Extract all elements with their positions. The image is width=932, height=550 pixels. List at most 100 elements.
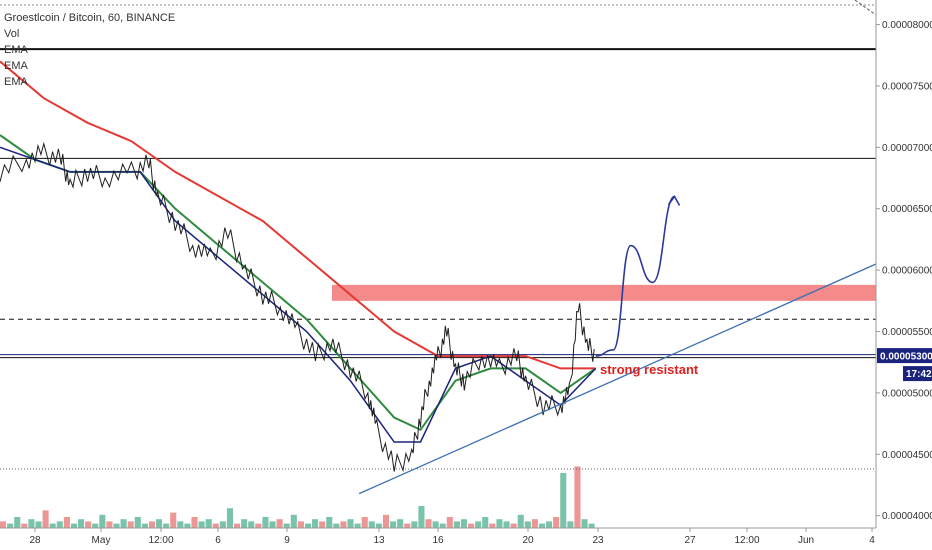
volume-bar xyxy=(170,512,177,528)
volume-bar xyxy=(99,514,106,528)
volume-bar xyxy=(489,523,496,528)
volume-bar xyxy=(432,521,439,528)
volume-bar xyxy=(382,514,390,528)
volume-bar xyxy=(553,517,560,528)
time-axis[interactable]: 28 May 12:00 6 9 13 16 20 23 27 12:00 Jun 4 xyxy=(0,527,876,546)
grid xyxy=(0,0,877,16)
volume-bar xyxy=(148,521,156,528)
volume-bar xyxy=(42,510,49,528)
horizontal-levels xyxy=(0,48,876,470)
volume-bar xyxy=(276,519,283,528)
volume-bar xyxy=(234,523,241,528)
current-price-tag xyxy=(877,348,932,364)
symbol-title[interactable]: Groestlcoin / Bitcoin, 60, BINANCE xyxy=(4,12,176,24)
legend-ema-3[interactable]: EMA xyxy=(4,76,28,88)
y-tick-label: 0.00007500 xyxy=(882,81,932,92)
volume-bar xyxy=(560,473,567,528)
volume-bar xyxy=(212,523,219,528)
volume-bar xyxy=(531,519,538,528)
x-tick-label: 12:00 xyxy=(734,535,759,546)
volume-bar xyxy=(304,523,312,528)
volume-bar xyxy=(538,523,546,528)
volume-bar xyxy=(446,517,453,528)
y-tick-label: 0.00005000 xyxy=(882,388,932,399)
volume-bar xyxy=(241,519,248,528)
volume-bar xyxy=(468,523,475,528)
volume-bar xyxy=(347,519,354,528)
volume-bars xyxy=(0,466,595,528)
volume-bar xyxy=(496,519,503,528)
y-tick-label: 0.00007000 xyxy=(882,143,932,154)
corner-drawing xyxy=(854,0,877,16)
price-axis[interactable]: 0.00008000 0.00007500 0.00007000 0.00006500… xyxy=(875,0,932,528)
volume-bar xyxy=(333,523,340,528)
volume-bar xyxy=(226,508,234,528)
volume-bar xyxy=(574,466,581,528)
volume-bar xyxy=(546,521,553,528)
volume-bar xyxy=(397,519,404,528)
chart-legend: Groestlcoin / Bitcoin, 60, BINANCE Vol E… xyxy=(4,10,175,90)
volume-bar xyxy=(163,523,170,528)
x-tick-label: 23 xyxy=(592,535,604,546)
volume-bar xyxy=(184,523,191,528)
volume-bar xyxy=(28,519,35,528)
volume-bar xyxy=(134,517,141,528)
x-tick-label: 6 xyxy=(215,535,221,546)
x-tick-label: 27 xyxy=(684,535,696,546)
volume-bar xyxy=(524,521,531,528)
y-tick-label: 0.00004500 xyxy=(882,450,932,461)
volume-bar xyxy=(177,521,184,528)
drawings xyxy=(358,194,877,495)
volume-bar xyxy=(248,521,255,528)
ema-navy-line xyxy=(0,146,597,443)
resistance-zone-box xyxy=(332,284,876,301)
x-tick-label: 28 xyxy=(29,535,41,546)
price-line xyxy=(0,141,595,473)
volume-bar xyxy=(63,517,70,528)
volume-bar xyxy=(340,521,347,528)
volume-bar xyxy=(297,521,304,528)
volume-bar xyxy=(283,523,290,528)
volume-bar xyxy=(141,523,148,528)
volume-bar xyxy=(92,523,99,528)
volume-bar xyxy=(7,523,14,528)
x-tick-label: 13 xyxy=(373,535,385,546)
volume-bar xyxy=(156,519,163,528)
x-tick-label: 20 xyxy=(522,535,534,546)
volume-bar xyxy=(567,521,574,528)
volume-bar xyxy=(120,519,127,528)
y-tick-label: 0.00005500 xyxy=(882,327,932,338)
volume-bar xyxy=(35,521,42,528)
volume-bar xyxy=(588,523,595,528)
arrow-head xyxy=(667,194,681,206)
volume-bar xyxy=(85,521,92,528)
volume-bar xyxy=(21,523,28,528)
volume-bar xyxy=(255,523,262,528)
volume-bar xyxy=(191,517,198,528)
volume-bar xyxy=(219,521,226,528)
volume-bar xyxy=(49,523,56,528)
current-price-label: 0.00005300 xyxy=(880,352,932,363)
volume-bar xyxy=(482,517,489,528)
volume-bar xyxy=(14,517,21,528)
volume-bar xyxy=(368,521,375,528)
x-tick-label: 4 xyxy=(869,535,875,546)
y-tick-label: 0.00006500 xyxy=(882,204,932,215)
annotation-label: strong resistant xyxy=(600,362,699,377)
x-tick-label: Jun xyxy=(798,535,814,546)
legend-ema-2[interactable]: EMA xyxy=(4,60,28,72)
volume-bar xyxy=(262,517,269,528)
x-tick-label: 16 xyxy=(432,535,444,546)
y-tick-label: 0.00008000 xyxy=(882,20,932,31)
volume-bar xyxy=(517,514,524,528)
volume-bar xyxy=(361,517,368,528)
price-series xyxy=(0,141,595,473)
legend-vol[interactable]: Vol xyxy=(4,28,20,40)
volume-bar xyxy=(411,521,418,528)
volume-bar xyxy=(375,523,382,528)
ema-green-line xyxy=(0,134,597,432)
volume-bar xyxy=(503,521,510,528)
volume-bar xyxy=(475,521,482,528)
legend-ema-1[interactable]: EMA xyxy=(4,44,28,56)
